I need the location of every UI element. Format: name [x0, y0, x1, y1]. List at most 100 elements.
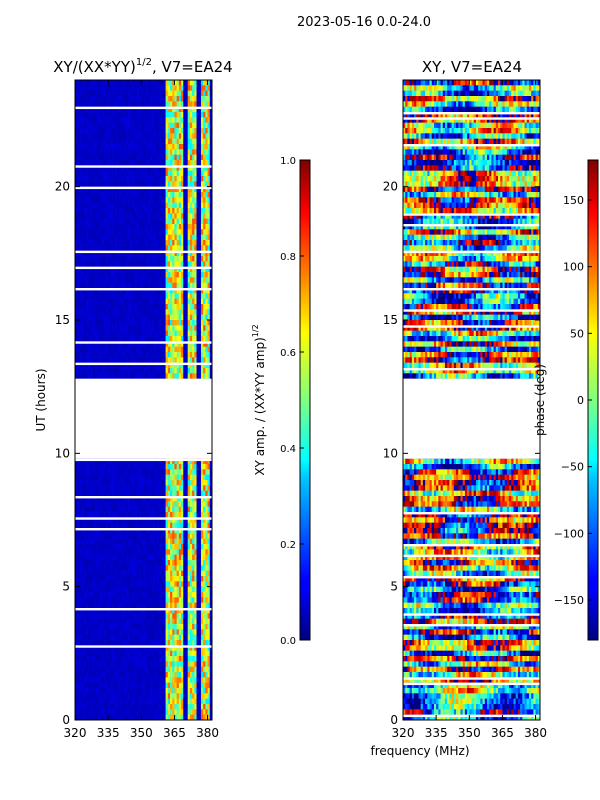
heatmap-cell: [132, 261, 136, 268]
heatmap-cell: [181, 218, 184, 225]
heatmap-cell: [194, 186, 197, 193]
heatmap-cell: [121, 362, 125, 369]
heatmap-cell: [198, 176, 202, 182]
heatmap-cell: [110, 213, 113, 220]
heatmap-cell: [194, 309, 197, 316]
heatmap-cell: [178, 490, 182, 497]
heatmap-cell: [185, 490, 189, 497]
heatmap-cell: [187, 122, 191, 129]
heatmap-cell: [172, 464, 175, 470]
heatmap-cell: [92, 181, 96, 188]
heatmap-cell: [198, 186, 202, 193]
heatmap-cell: [114, 170, 118, 177]
heatmap-cell: [116, 101, 120, 108]
heatmap-cell: [147, 133, 151, 140]
heatmap-cell: [163, 122, 166, 129]
heatmap-cell: [183, 362, 186, 369]
heatmap-cell: [81, 229, 85, 236]
heatmap-cell: [192, 245, 195, 252]
heatmap-cell: [81, 474, 85, 481]
heatmap-cell: [99, 496, 102, 502]
heatmap-cell: [121, 234, 125, 241]
heatmap-cell: [174, 122, 178, 129]
heatmap-cell: [112, 138, 116, 145]
heatmap-cell: [141, 245, 144, 252]
heatmap-cell: [88, 250, 91, 257]
heatmap-cell: [176, 165, 180, 172]
heatmap-cell: [187, 293, 191, 300]
heatmap-cell: [103, 346, 107, 353]
heatmap-cell: [176, 256, 180, 262]
heatmap-cell: [209, 501, 213, 508]
heatmap-cell: [174, 288, 178, 294]
heatmap-cell: [119, 128, 122, 134]
heatmap-cell: [121, 469, 125, 476]
heatmap-cell: [75, 314, 78, 321]
heatmap-cell: [123, 202, 127, 209]
heatmap-cell: [145, 469, 149, 476]
heatmap-cell: [123, 208, 127, 214]
heatmap-cell: [86, 218, 89, 225]
heatmap-cell: [75, 352, 78, 358]
heatmap-cell: [209, 80, 213, 86]
heatmap-cell: [130, 90, 133, 97]
heatmap-cell: [207, 224, 211, 230]
heatmap-cell: [196, 304, 200, 310]
heatmap-cell: [79, 474, 83, 481]
heatmap-cell: [152, 149, 155, 156]
heatmap-cell: [187, 352, 191, 358]
heatmap-cell: [152, 320, 155, 326]
heatmap-cell: [185, 362, 189, 369]
heatmap-cell: [112, 373, 116, 380]
heatmap-cell: [167, 352, 171, 358]
heatmap-cell: [134, 117, 138, 124]
heatmap-cell: [86, 186, 89, 193]
heatmap-cell: [112, 266, 116, 273]
heatmap-cell: [81, 160, 85, 166]
heatmap-cell: [170, 197, 173, 204]
heatmap-cell: [101, 160, 105, 166]
heatmap-cell: [97, 277, 100, 284]
heatmap-cell: [192, 298, 195, 305]
heatmap-cell: [130, 85, 133, 92]
heatmap-cell: [165, 325, 169, 332]
heatmap-cell: [123, 474, 127, 481]
heatmap-cell: [198, 250, 202, 257]
heatmap-cell: [185, 304, 189, 310]
heatmap-cell: [130, 474, 133, 481]
heatmap-cell: [92, 474, 96, 481]
heatmap-cell: [143, 266, 147, 273]
heatmap-cell: [83, 373, 87, 380]
heatmap-cell: [86, 352, 89, 358]
heatmap-cell: [108, 304, 111, 310]
heatmap-cell: [103, 96, 107, 102]
heatmap-cell: [187, 250, 191, 257]
heatmap-cell: [170, 165, 173, 172]
heatmap-cell: [130, 229, 133, 236]
heatmap-cell: [147, 234, 151, 241]
heatmap-cell: [147, 314, 151, 321]
heatmap-cell: [163, 240, 166, 246]
heatmap-cell: [101, 458, 105, 465]
heatmap-cell: [141, 229, 144, 236]
heatmap-cell: [187, 245, 191, 252]
heatmap-cell: [174, 325, 178, 332]
heatmap-cell: [136, 325, 140, 332]
heatmap-cell: [119, 480, 122, 486]
heatmap-cell: [114, 160, 118, 166]
heatmap-cell: [116, 213, 120, 220]
heatmap-cell: [103, 474, 107, 481]
heatmap-cell: [108, 480, 111, 486]
heatmap-cell: [90, 480, 94, 486]
heatmap-cell: [194, 128, 197, 134]
heatmap-cell: [75, 197, 78, 204]
heatmap-cell: [172, 480, 175, 486]
heatmap-cell: [163, 160, 166, 166]
heatmap-cell: [90, 373, 94, 380]
heatmap-cell: [167, 373, 171, 380]
heatmap-cell: [75, 181, 78, 188]
heatmap-cell: [196, 458, 200, 465]
heatmap-cell: [143, 186, 147, 193]
heatmap-cell: [103, 341, 107, 348]
heatmap-cell: [139, 368, 142, 374]
